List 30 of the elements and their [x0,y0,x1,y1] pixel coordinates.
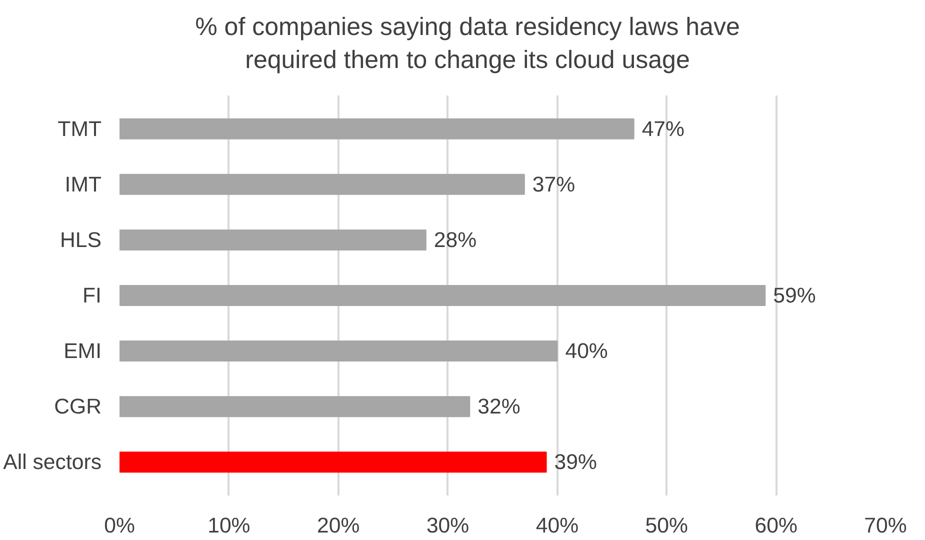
y-tick-label: TMT [58,116,102,141]
y-tick-label: EMI [64,339,102,364]
x-tick-label: 60% [754,514,798,538]
bar [120,174,525,195]
bar [120,396,470,418]
data-label: 28% [434,228,477,252]
data-label: 47% [642,116,685,141]
bar [120,340,558,362]
y-tick-label: HLS [60,228,102,252]
data-label: 39% [554,450,597,474]
y-tick-label: All sectors [3,450,102,474]
bar [120,452,547,473]
y-tick-label: IMT [64,172,102,196]
chart-title: % of companies saying data residency laws have required them to change its cloud usage [195,12,740,76]
data-label: 32% [478,394,520,419]
y-tick-label: FI [82,284,102,308]
data-label: 37% [532,172,576,196]
x-tick-label: 20% [317,514,360,538]
y-tick-label: CGR [54,394,102,419]
data-label: 59% [773,284,816,308]
data-label: 40% [565,339,608,364]
x-tick-label: 70% [864,514,907,538]
x-tick-label: 50% [645,514,688,538]
bar [120,229,426,250]
x-tick-label: 30% [426,514,470,538]
bar [120,118,634,140]
x-tick-label: 0% [104,514,135,538]
x-tick-label: 10% [208,514,250,538]
bar [120,285,766,306]
x-tick-label: 40% [536,514,579,538]
